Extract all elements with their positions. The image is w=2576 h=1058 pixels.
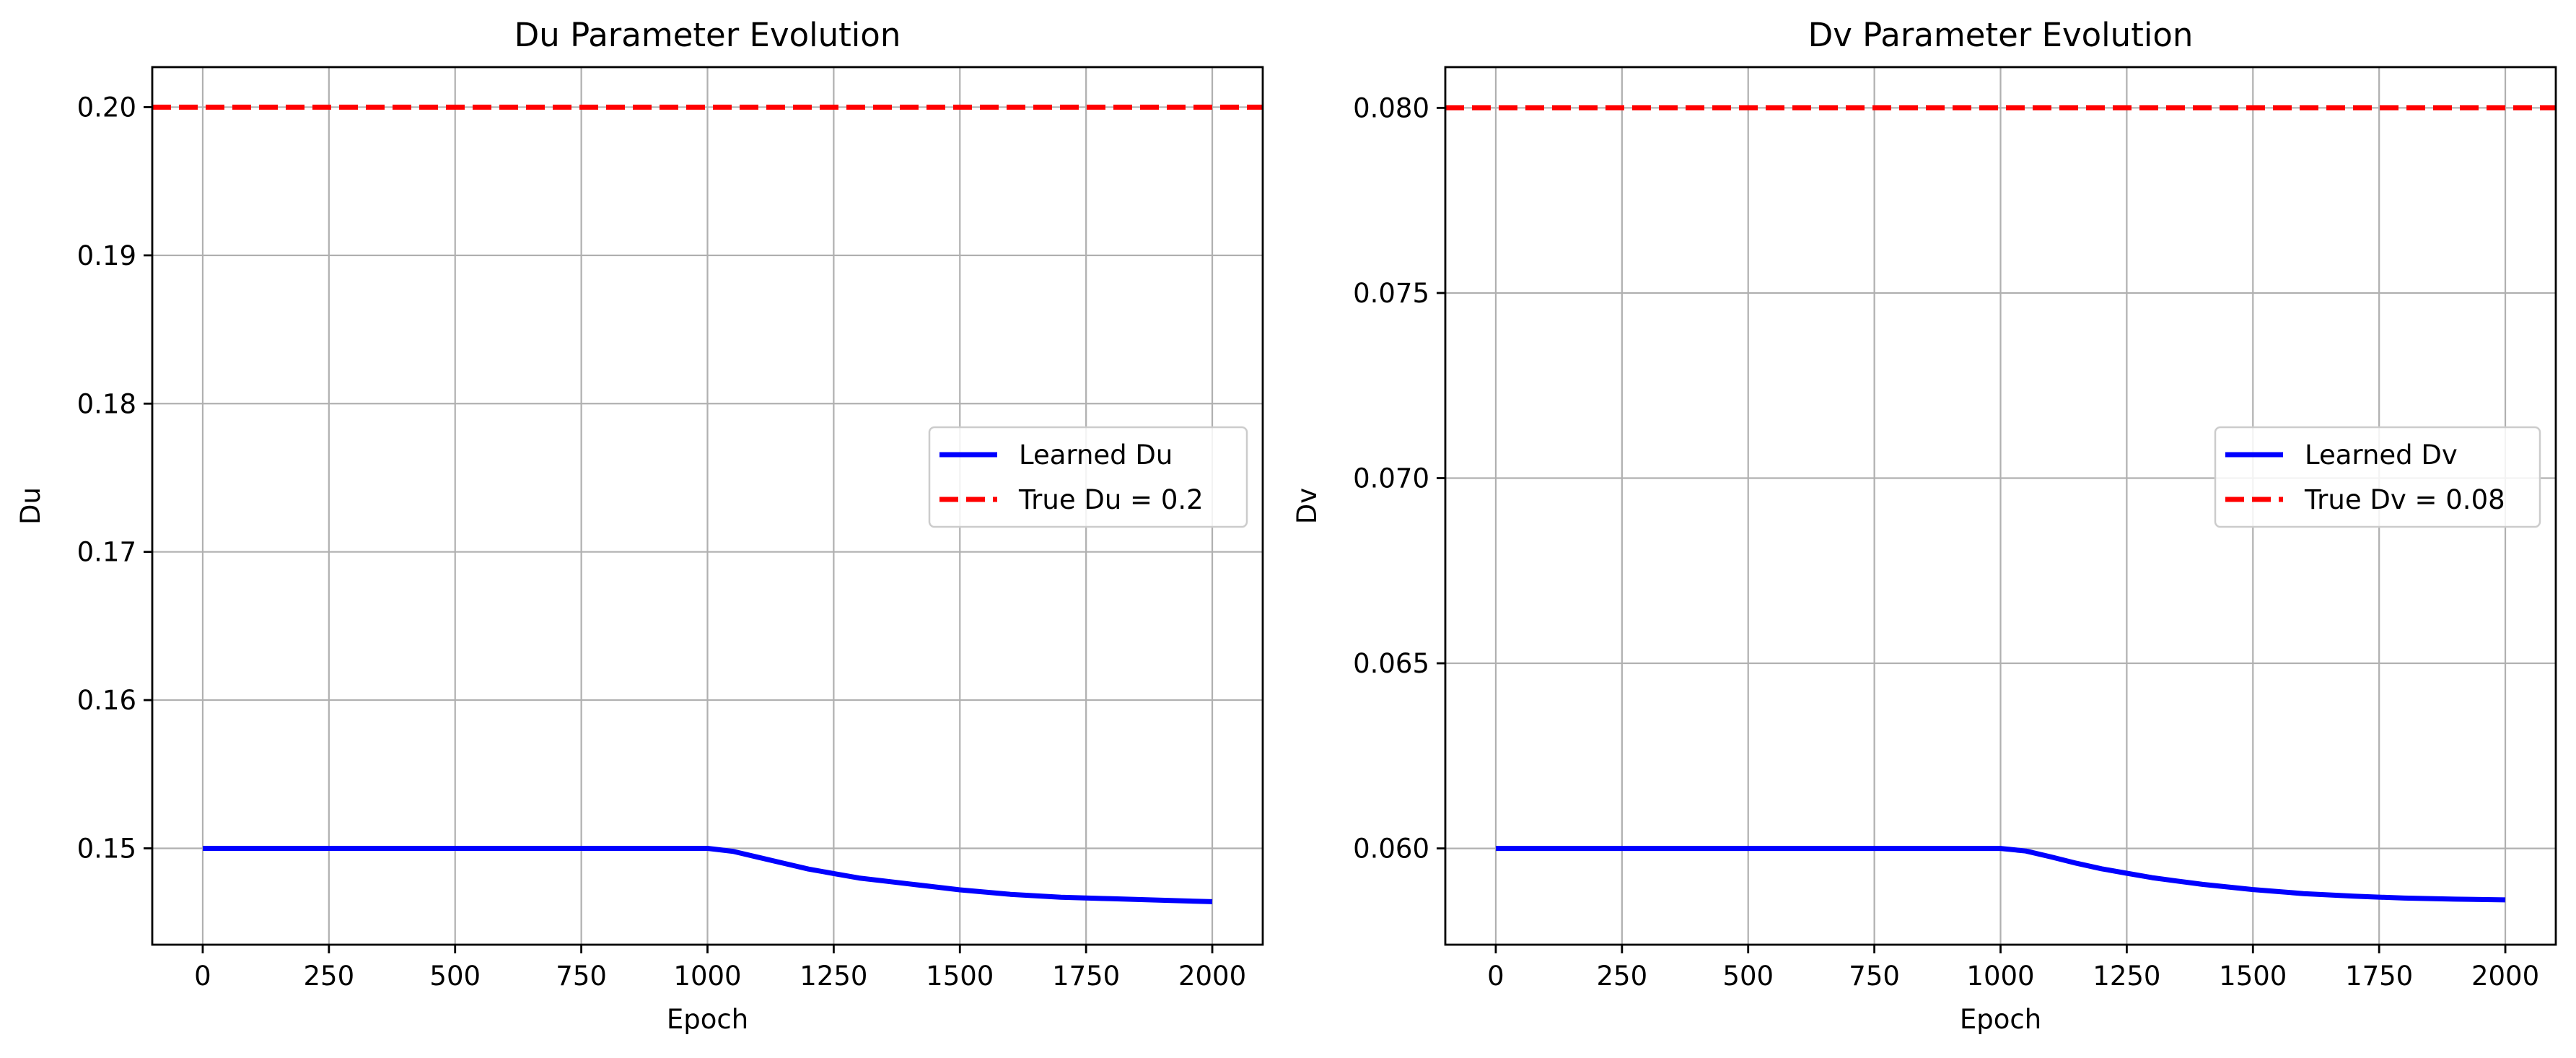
series-group xyxy=(152,105,1263,904)
legend-box xyxy=(2214,426,2541,528)
legend-label: True Dv = 0.08 xyxy=(2304,484,2505,515)
y-tick-label: 0.18 xyxy=(77,388,136,419)
legend: Learned Dv True Dv = 0.08 xyxy=(2214,426,2541,528)
x-tick-label: 1000 xyxy=(673,961,741,992)
x-tick-label: 500 xyxy=(429,961,481,992)
x-tick-label: 1750 xyxy=(2345,961,2413,992)
x-tick-label: 1250 xyxy=(2093,961,2160,992)
y-tick-label: 0.060 xyxy=(1353,834,1429,865)
y-axis-label: Du xyxy=(15,487,46,525)
x-tick-label: 250 xyxy=(304,961,355,992)
x-tick-label: 2000 xyxy=(2471,961,2539,992)
x-tick-label: 2000 xyxy=(1178,961,1246,992)
chart-panel-1: 0 250 500 750 1000 1250 1500 1750 2000 0.15 0.16 0.… xyxy=(15,16,1264,1035)
legend-label: Learned Dv xyxy=(2305,440,2458,471)
y-axis-label: Dv xyxy=(1292,488,1323,524)
legend-label: Learned Du xyxy=(1019,440,1173,471)
learned-value-line xyxy=(1496,846,2506,903)
x-tick-label: 1250 xyxy=(799,961,867,992)
x-tick-label: 1750 xyxy=(1052,961,1120,992)
y-tick-label: 0.065 xyxy=(1353,648,1429,679)
y-tick-label: 0.15 xyxy=(77,833,136,864)
x-tick-label: 0 xyxy=(194,961,211,992)
x-tick-label: 750 xyxy=(556,961,607,992)
x-tick-label: 500 xyxy=(1722,961,1774,992)
legend-box xyxy=(928,426,1248,528)
x-tick-label: 1500 xyxy=(2219,961,2287,992)
y-tick-label: 0.16 xyxy=(77,685,136,716)
legend-label: True Du = 0.2 xyxy=(1018,484,1204,515)
x-tick-label: 1500 xyxy=(926,961,994,992)
y-tick-label: 0.075 xyxy=(1353,278,1429,309)
x-tick-label: 250 xyxy=(1597,961,1648,992)
x-tick-label: 750 xyxy=(1849,961,1900,992)
y-tick-label: 0.20 xyxy=(77,92,136,123)
x-tick-label: 0 xyxy=(1487,961,1504,992)
chart-panel-2: 0 250 500 750 1000 1250 1500 1750 2000 0.060 0.065… xyxy=(1292,16,2557,1035)
x-axis-label: Epoch xyxy=(667,1004,748,1035)
learned-value-line xyxy=(203,846,1213,904)
legend: Learned Du True Du = 0.2 xyxy=(928,426,1248,528)
chart-title: Dv Parameter Evolution xyxy=(1808,16,2194,54)
y-tick-label: 0.17 xyxy=(77,537,136,568)
y-tick-label: 0.19 xyxy=(77,240,136,271)
y-tick-label: 0.070 xyxy=(1353,463,1429,494)
y-tick-label: 0.080 xyxy=(1353,92,1429,123)
series-group xyxy=(1445,105,2556,903)
chart-title: Du Parameter Evolution xyxy=(514,16,901,54)
x-tick-label: 1000 xyxy=(1966,961,2034,992)
x-axis-label: Epoch xyxy=(1960,1004,2041,1035)
